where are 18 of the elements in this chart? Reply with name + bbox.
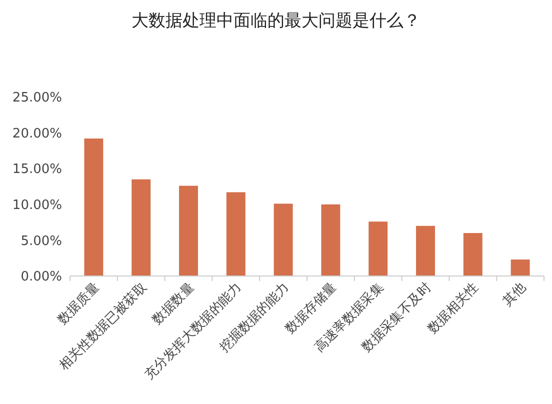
bar [368, 222, 388, 276]
bar [132, 179, 151, 276]
bar [274, 204, 293, 276]
y-tick-label: 15.00% [12, 162, 62, 178]
bar [84, 138, 104, 276]
bar [510, 260, 530, 276]
y-tick-label: 5.00% [20, 234, 62, 249]
y-tick-label: 0.00% [20, 270, 62, 285]
y-tick-label: 25.00% [12, 90, 62, 106]
chart-title: 大数据处理中面临的最大问题是什么？ [132, 11, 420, 31]
bar [463, 233, 482, 276]
bar [179, 186, 198, 276]
bar [416, 226, 435, 276]
bar [321, 204, 340, 276]
bar [226, 192, 246, 276]
x-tick-label: 其他 [500, 280, 530, 310]
y-tick-label: 20.00% [12, 126, 62, 142]
y-tick-label: 10.00% [12, 198, 62, 213]
